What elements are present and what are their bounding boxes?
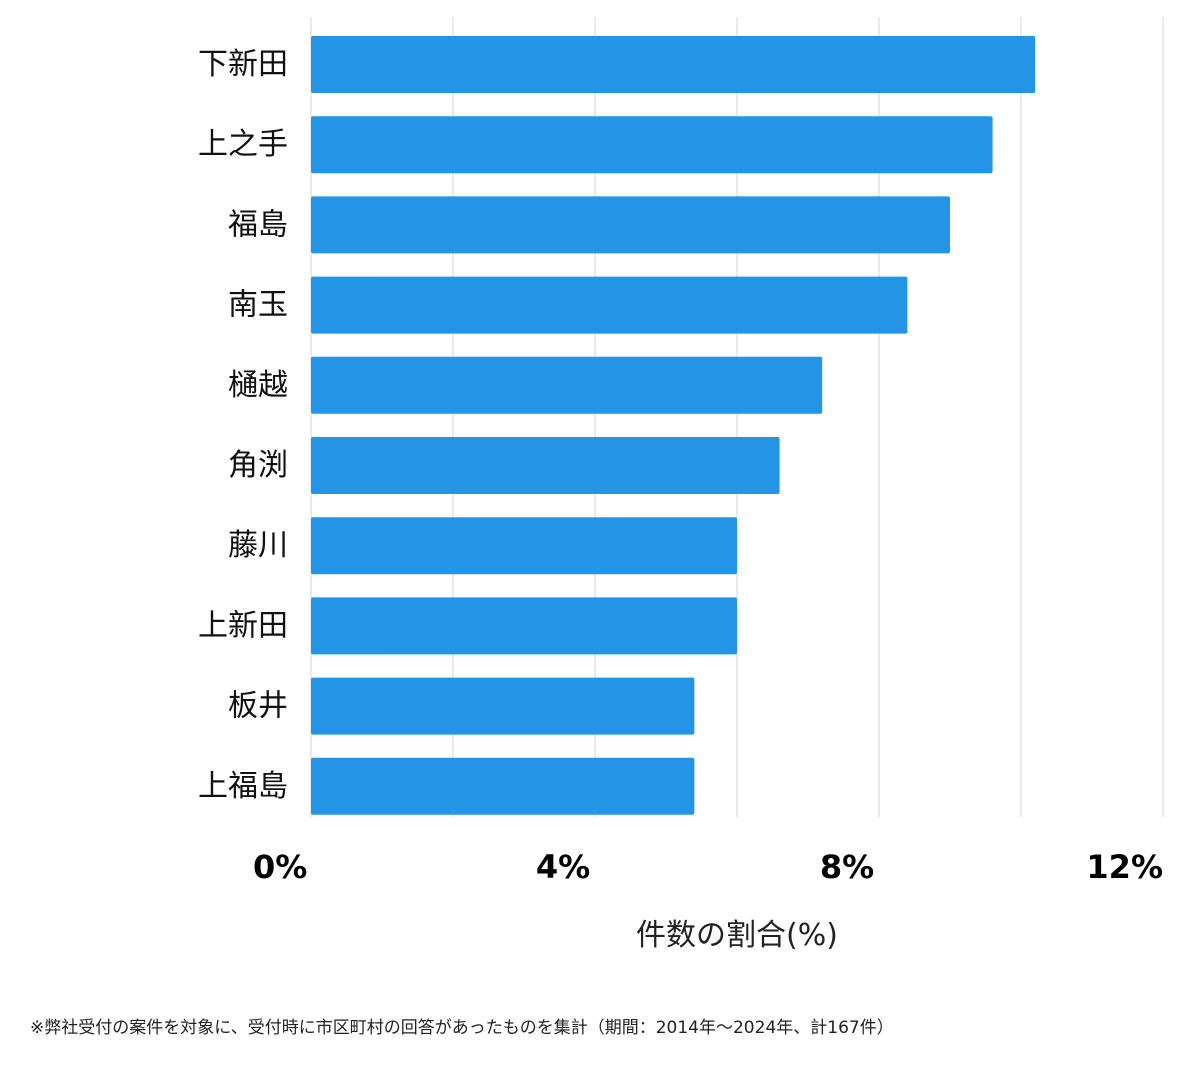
category-label: 福島 — [228, 207, 288, 242]
category-label: 下新田 — [198, 47, 288, 82]
bars — [311, 36, 1036, 815]
category-label: 樋越 — [228, 368, 288, 403]
category-label: 上之手 — [198, 127, 288, 162]
bar — [311, 276, 908, 334]
bar — [311, 356, 823, 414]
x-tick-labels: 0% 4% 8% 12% — [253, 848, 1163, 886]
bar — [311, 36, 1036, 93]
x-tick-label: 0% — [253, 848, 307, 886]
bar — [311, 116, 993, 174]
bar — [311, 437, 780, 494]
bar — [311, 196, 950, 254]
category-label: 藤川 — [228, 528, 288, 563]
bar — [311, 677, 695, 735]
bar — [311, 517, 737, 575]
category-label: 上福島 — [198, 769, 288, 804]
x-tick-label: 8% — [820, 848, 874, 886]
x-tick-label: 12% — [1086, 848, 1163, 886]
footnote: ※弊社受付の案件を対象に、受付時に市区町村の回答があったものを集計（期間：201… — [30, 1018, 894, 1038]
category-label: 南玉 — [228, 288, 288, 323]
category-label: 板井 — [228, 689, 288, 724]
bar — [311, 597, 737, 655]
category-label: 上新田 — [198, 608, 288, 643]
x-axis-title: 件数の割合(%) — [636, 918, 838, 953]
category-label: 角渕 — [228, 448, 288, 483]
bar — [311, 757, 695, 815]
x-tick-label: 4% — [536, 848, 590, 886]
